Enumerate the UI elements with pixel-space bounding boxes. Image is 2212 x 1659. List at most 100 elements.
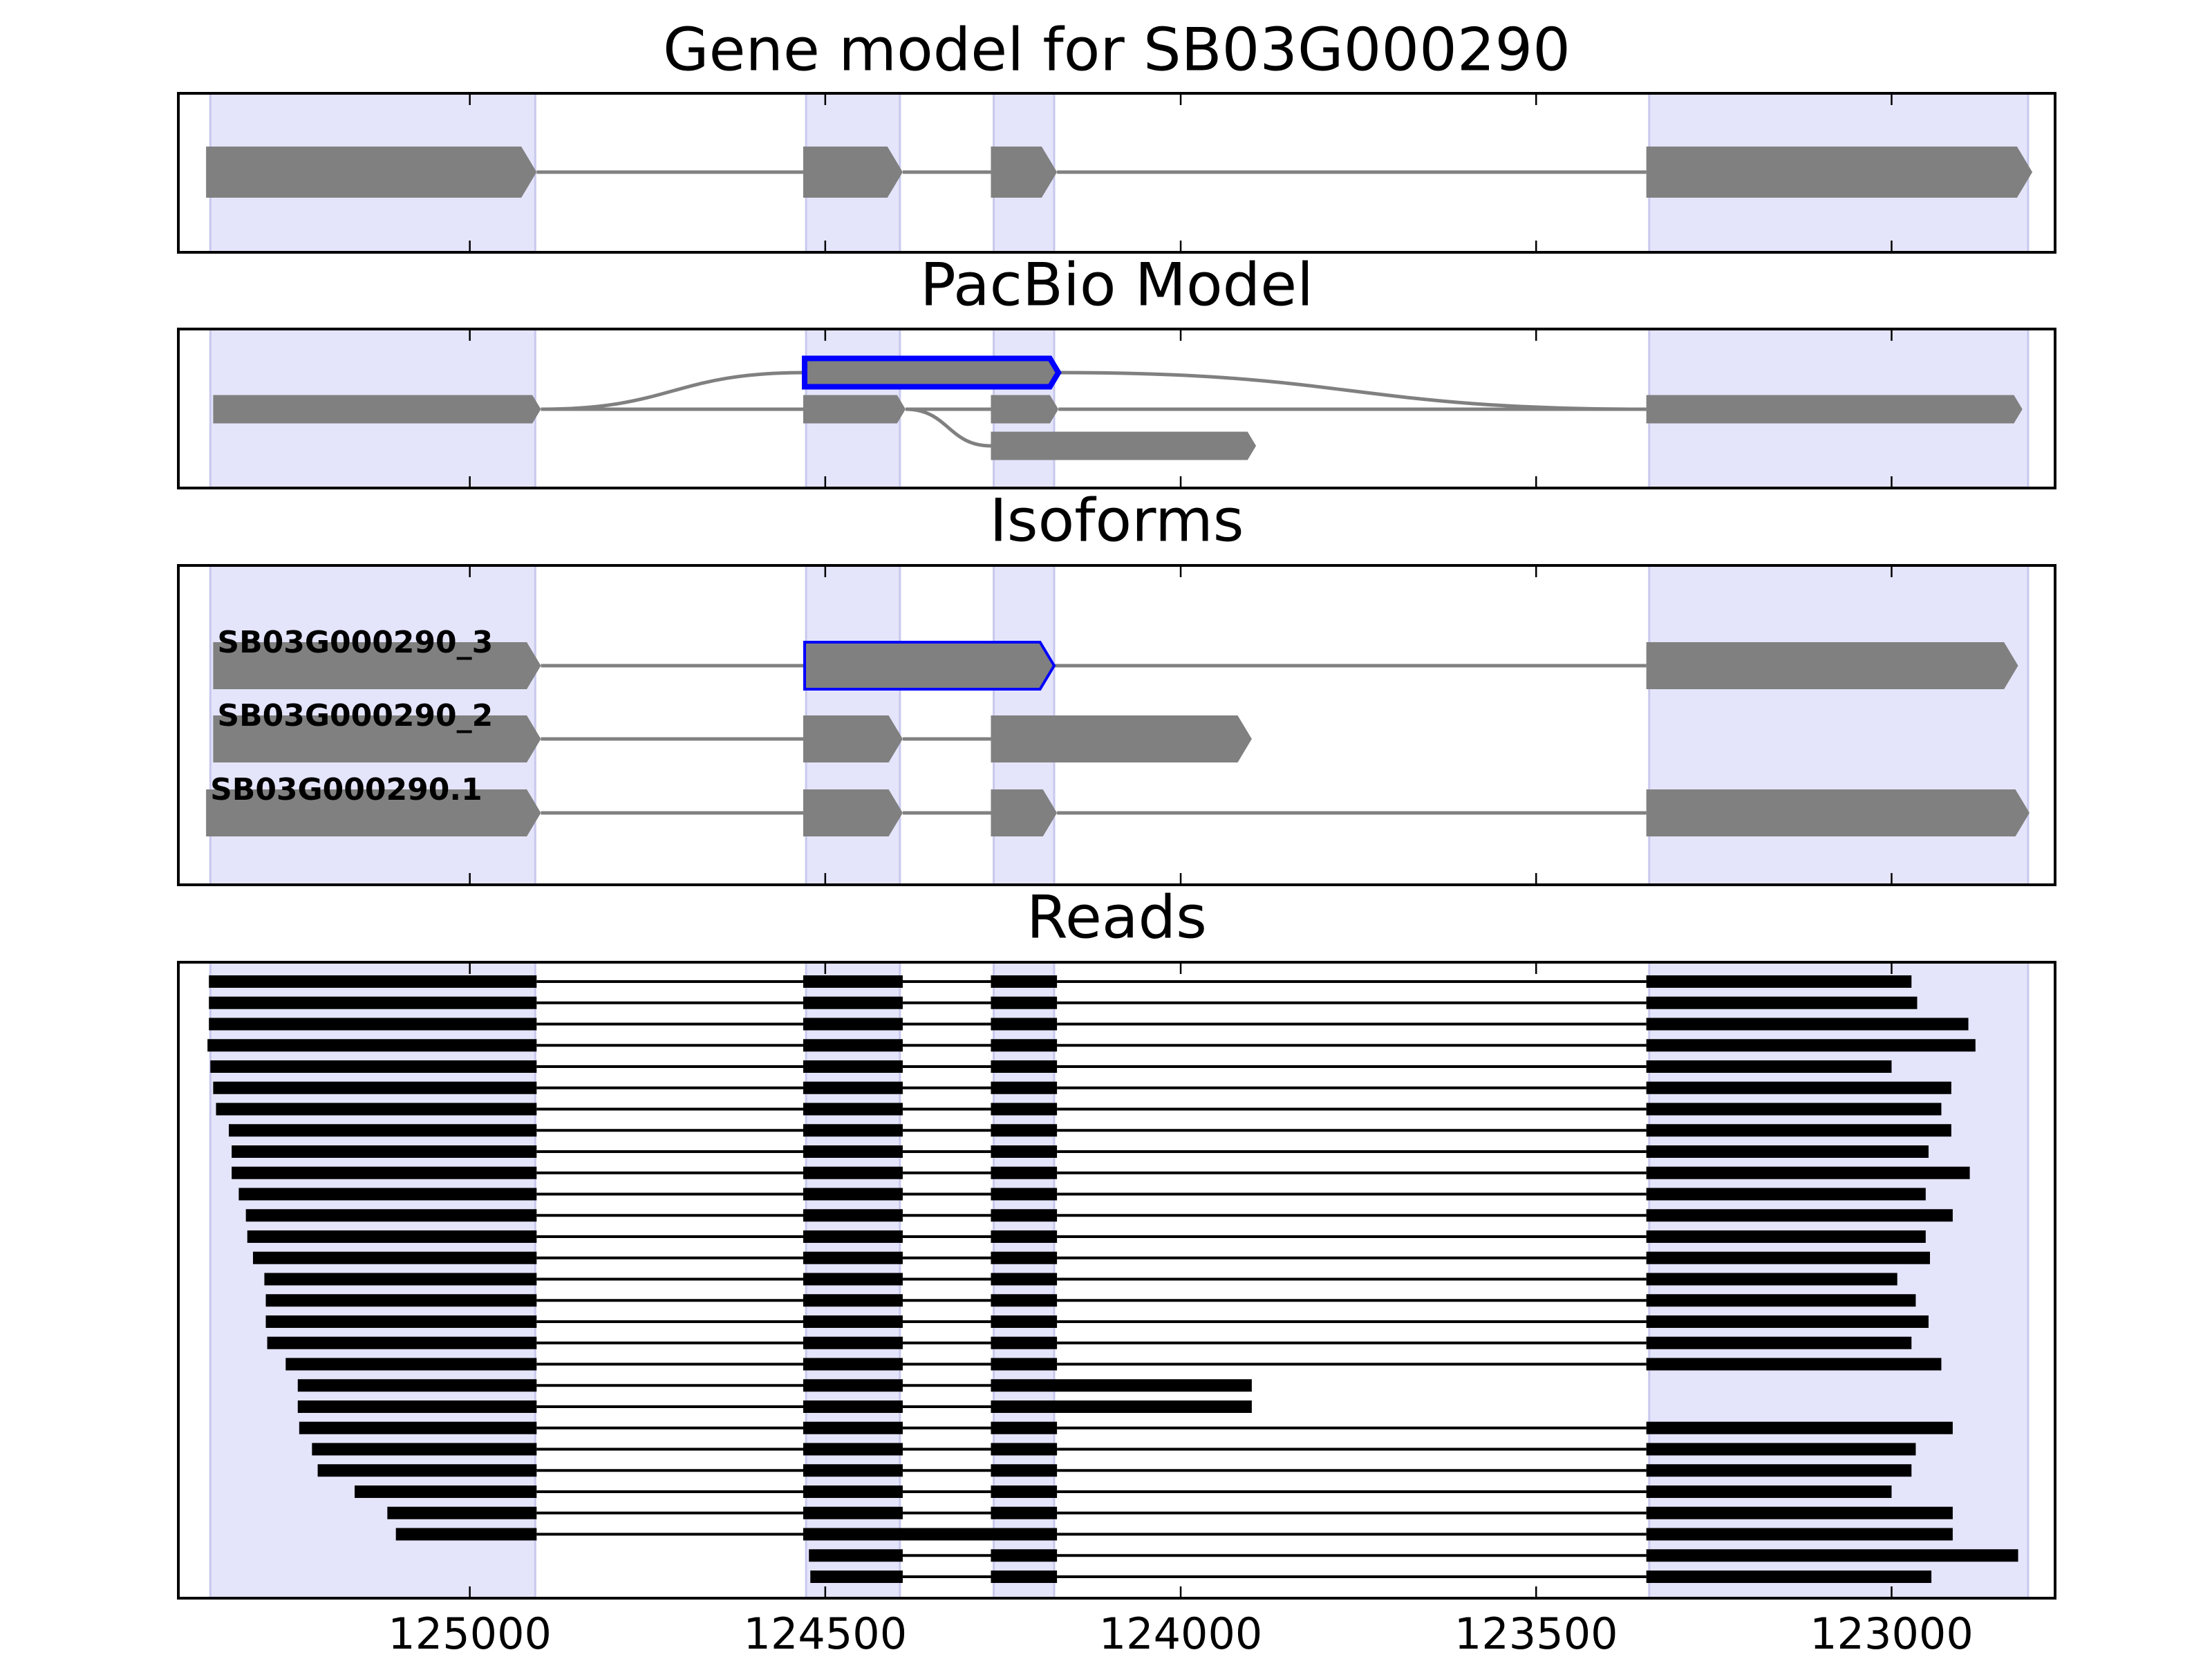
axes-frame bbox=[177, 328, 2056, 489]
read-block bbox=[809, 1549, 903, 1562]
read-block bbox=[803, 1060, 903, 1073]
read-block bbox=[216, 1103, 537, 1116]
read-block bbox=[1646, 1230, 1926, 1243]
read-block bbox=[299, 1421, 537, 1434]
read-block bbox=[1646, 1485, 1892, 1498]
read-block bbox=[245, 1209, 537, 1222]
exon bbox=[803, 641, 1056, 691]
read-block bbox=[991, 1571, 1058, 1583]
read-block bbox=[1646, 1443, 1916, 1456]
read-block bbox=[1646, 1549, 2018, 1562]
model-node bbox=[991, 395, 1059, 424]
isoform-label: SB03G000290_3 bbox=[217, 625, 493, 660]
read-block bbox=[803, 1209, 903, 1222]
read-block bbox=[1646, 1209, 1953, 1222]
exon bbox=[803, 789, 903, 836]
exon bbox=[1646, 789, 2030, 836]
read-block bbox=[803, 1251, 903, 1264]
read-block bbox=[991, 1506, 1058, 1519]
read-block bbox=[803, 1506, 903, 1519]
exon bbox=[213, 642, 541, 689]
read-block bbox=[1646, 1018, 1969, 1031]
read-block bbox=[991, 1549, 1058, 1562]
exon bbox=[991, 715, 1252, 762]
panel: Gene model for SB03G000290 bbox=[177, 15, 2056, 254]
read-block bbox=[1646, 1103, 1942, 1116]
panel-title: Gene model for SB03G000290 bbox=[663, 15, 1571, 84]
read-block bbox=[1646, 1124, 1951, 1137]
isoform-label: SB03G000290.1 bbox=[210, 772, 482, 807]
read-block bbox=[265, 1294, 537, 1307]
read-block bbox=[1646, 1166, 1970, 1179]
panel-title: Reads bbox=[1027, 883, 1207, 952]
splice-edge bbox=[541, 371, 805, 411]
model-node bbox=[803, 395, 906, 424]
exon bbox=[991, 789, 1058, 836]
exon bbox=[206, 147, 537, 198]
read-block bbox=[803, 1336, 903, 1349]
read-block bbox=[355, 1485, 537, 1498]
read-block bbox=[803, 975, 903, 988]
read-block bbox=[803, 1400, 903, 1413]
splice-edge bbox=[1058, 371, 1647, 411]
read-block bbox=[803, 1230, 903, 1243]
read-block bbox=[1646, 1506, 1953, 1519]
panel-title: Isoforms bbox=[989, 486, 1244, 555]
read-block bbox=[991, 1251, 1058, 1264]
read-block bbox=[1646, 1528, 1953, 1541]
read-block bbox=[991, 1060, 1058, 1073]
read-block bbox=[803, 1166, 903, 1179]
model-node bbox=[991, 431, 1257, 460]
exon bbox=[1646, 147, 2033, 198]
read-block bbox=[1646, 1571, 1932, 1583]
read-block bbox=[207, 1039, 537, 1052]
splice-edge bbox=[906, 407, 991, 448]
read-block bbox=[264, 1273, 537, 1286]
panel: PacBio Model bbox=[177, 250, 2056, 489]
exon bbox=[803, 147, 903, 198]
read-block bbox=[803, 1528, 1058, 1541]
read-block bbox=[232, 1166, 537, 1179]
read-block bbox=[991, 1315, 1058, 1328]
read-block bbox=[991, 1464, 1058, 1477]
read-block bbox=[991, 1103, 1058, 1116]
exon bbox=[213, 715, 541, 762]
read-block bbox=[1646, 1188, 1926, 1201]
read-block bbox=[803, 1294, 903, 1307]
read-block bbox=[395, 1528, 537, 1541]
exon bbox=[1646, 642, 2018, 689]
read-block bbox=[803, 1145, 903, 1158]
read-block bbox=[1646, 975, 1912, 988]
read-block bbox=[229, 1124, 537, 1137]
read-block bbox=[238, 1188, 537, 1201]
read-block bbox=[991, 1145, 1058, 1158]
read-block bbox=[810, 1571, 903, 1583]
read-block bbox=[803, 1485, 903, 1498]
model-node bbox=[213, 395, 541, 424]
read-block bbox=[387, 1506, 537, 1519]
read-block bbox=[991, 1018, 1058, 1031]
read-block bbox=[991, 1358, 1058, 1371]
axes-frame bbox=[177, 564, 2056, 886]
read-block bbox=[1646, 1294, 1916, 1307]
exon bbox=[206, 789, 541, 836]
read-block bbox=[991, 1379, 1252, 1392]
read-block bbox=[803, 1358, 903, 1371]
read-block bbox=[1646, 1464, 1912, 1477]
read-block bbox=[991, 1209, 1058, 1222]
read-block bbox=[209, 975, 537, 988]
read-block bbox=[297, 1379, 537, 1392]
exon-region bbox=[1648, 564, 2030, 886]
read-block bbox=[803, 1018, 903, 1031]
read-block bbox=[991, 975, 1058, 988]
read-block bbox=[991, 1421, 1058, 1434]
read-block bbox=[213, 1081, 537, 1094]
read-block bbox=[803, 1039, 903, 1052]
model-node bbox=[1646, 395, 2023, 424]
model-node bbox=[802, 355, 1062, 390]
read-block bbox=[991, 1124, 1058, 1137]
panel: Reads 125000 124500 124000 123500 123000 bbox=[177, 883, 2056, 1659]
x-tick-label: 125000 bbox=[388, 1609, 552, 1659]
